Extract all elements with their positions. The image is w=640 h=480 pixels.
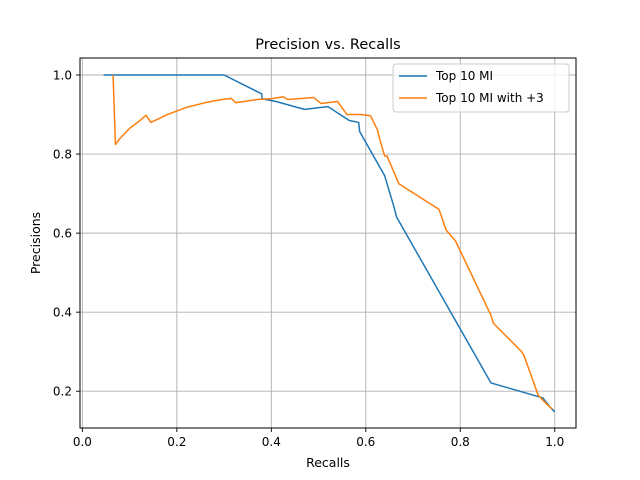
x-axis-label: Recalls xyxy=(306,455,350,470)
x-tick-label: 1.0 xyxy=(545,435,564,449)
legend-label-top-10-mi-with-3: Top 10 MI with +3 xyxy=(435,91,544,105)
y-axis-label: Precisions xyxy=(28,212,43,274)
plot-frame xyxy=(79,57,577,429)
x-tick-label: 0.6 xyxy=(356,435,375,449)
y-tick-label: 0.4 xyxy=(53,306,72,320)
legend-label-top-10-mi: Top 10 MI xyxy=(435,69,493,83)
series-line-top-10-mi xyxy=(103,74,556,413)
y-tick-label: 0.8 xyxy=(53,148,72,162)
series-lines xyxy=(103,74,556,413)
axis-ticks: 0.0 0.2 0.4 0.6 0.8 1.0 0.2 0.4 0.6 0.8 1.0 xyxy=(53,68,564,449)
legend: Top 10 MI Top 10 MI with +3 xyxy=(392,63,570,113)
x-tick-label: 0.8 xyxy=(451,435,470,449)
y-tick-label: 0.2 xyxy=(53,385,72,399)
y-tick-label: 0.6 xyxy=(53,227,72,241)
y-tick-label: 1.0 xyxy=(53,68,72,82)
chart-title: Precision vs. Recalls xyxy=(255,37,400,53)
x-tick-label: 0.0 xyxy=(73,435,92,449)
x-tick-label: 0.2 xyxy=(167,435,186,449)
series-line-top-10-mi-with-3 xyxy=(112,74,553,410)
legend-box xyxy=(392,63,570,113)
x-tick-label: 0.4 xyxy=(262,435,281,449)
